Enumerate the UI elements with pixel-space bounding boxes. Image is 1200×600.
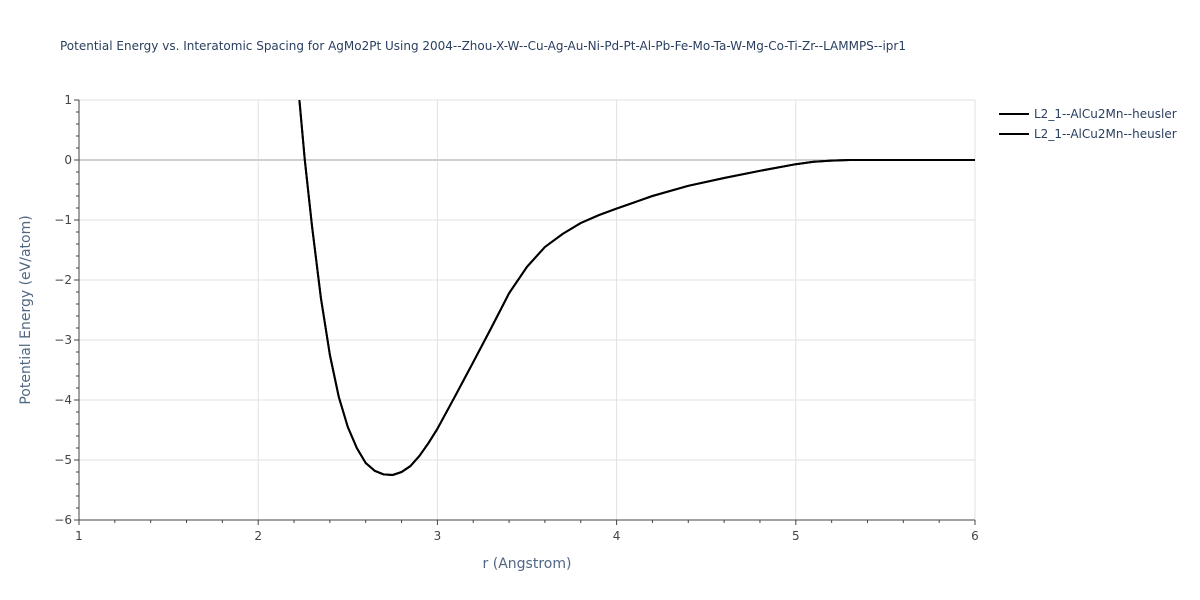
x-axis-title: r (Angstrom)	[483, 556, 572, 572]
x-tick-labels: 1 2 3 4 5 6	[75, 529, 979, 543]
x-tick-label: 6	[971, 529, 979, 543]
y-tick-label: 0	[64, 153, 72, 167]
grid	[79, 99, 976, 520]
legend-label: L2_1--AlCu2Mn--heusler	[1034, 107, 1177, 121]
y-tick-labels: 1 0 −1 −2 −3 −4 −5 −6	[54, 93, 72, 527]
series-line-1	[298, 100, 975, 476]
legend: L2_1--AlCu2Mn--heusler L2_1--AlCu2Mn--heu…	[999, 107, 1177, 141]
y-tick-label: −1	[54, 213, 72, 227]
y-tick-label: 1	[64, 93, 72, 107]
series-group	[298, 100, 975, 476]
x-tick-label: 3	[434, 529, 442, 543]
legend-label: L2_1--AlCu2Mn--heusler	[1034, 127, 1177, 141]
y-tick-label: −2	[54, 273, 72, 287]
x-tick-label: 1	[75, 529, 83, 543]
chart-title: Potential Energy vs. Interatomic Spacing…	[60, 39, 906, 53]
y-tick-label: −5	[54, 453, 72, 467]
x-tick-label: 2	[254, 529, 262, 543]
axes	[74, 99, 976, 525]
y-tick-label: −4	[54, 393, 72, 407]
y-tick-label: −6	[54, 513, 72, 527]
x-tick-label: 5	[792, 529, 800, 543]
series-line-2	[298, 100, 975, 476]
x-tick-label: 4	[613, 529, 621, 543]
y-axis-title: Potential Energy (eV/atom)	[18, 215, 34, 404]
y-tick-label: −3	[54, 333, 72, 347]
